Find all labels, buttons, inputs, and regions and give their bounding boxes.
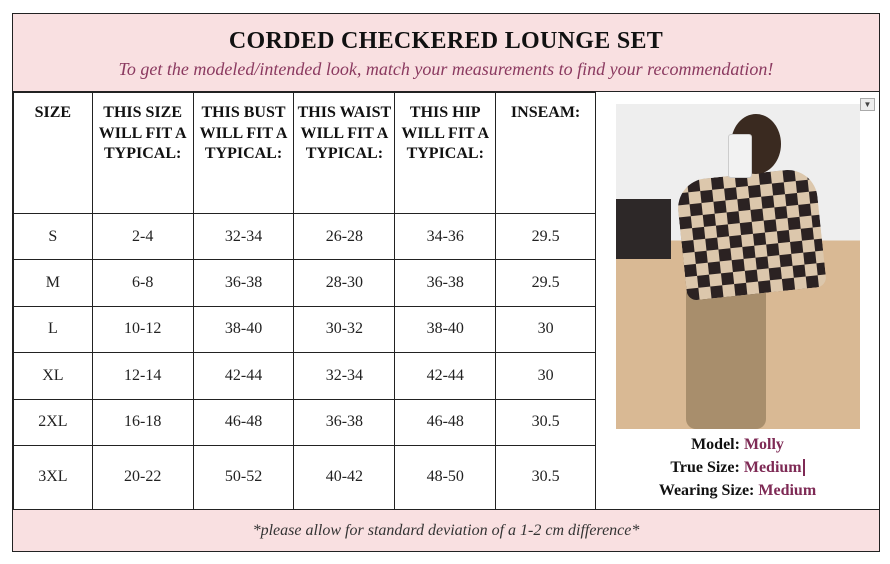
table-cell: 32-34	[192, 212, 295, 261]
table-cell: 29.5	[495, 212, 596, 261]
table-header-row: SIZE THIS SIZE WILL FIT A TYPICAL: THIS BU…	[13, 92, 596, 214]
table-row: M 6-8 36-38 28-30 36-38 29.5	[13, 259, 596, 307]
table-cell: 2XL	[13, 398, 93, 446]
table-row: L 10-12 38-40 30-32 38-40 30	[13, 305, 596, 354]
table-cell: 20-22	[91, 444, 194, 510]
table-cell: XL	[13, 352, 93, 400]
size-table: SIZE THIS SIZE WILL FIT A TYPICAL: THIS BU…	[13, 92, 596, 510]
table-cell: 38-40	[192, 305, 295, 354]
table-row: XL 12-14 42-44 32-34 42-44 30	[13, 352, 596, 400]
triangle-down-icon[interactable]: ▼	[860, 98, 875, 111]
table-cell: L	[13, 305, 93, 354]
table-cell: 34-36	[394, 212, 497, 261]
column-header: THIS WAIST WILL FIT A TYPICAL:	[293, 92, 396, 214]
model-name-line: Model: Molly	[596, 433, 879, 456]
footer-note: *please allow for standard deviation of …	[13, 509, 879, 551]
model-caption: Model: Molly True Size: Medium Wearing S…	[596, 433, 879, 502]
wearing-size-line: Wearing Size: Medium	[596, 479, 879, 502]
model-name: Molly	[743, 436, 784, 453]
table-cell: 16-18	[91, 398, 194, 446]
table-cell: 46-48	[394, 398, 497, 446]
table-cell: 36-38	[192, 259, 295, 307]
table-cell: 30.5	[495, 444, 596, 510]
table-cell: 12-14	[91, 352, 194, 400]
table-cell: M	[13, 259, 93, 307]
column-header: THIS BUST WILL FIT A TYPICAL:	[192, 92, 295, 214]
table-cell: 30	[495, 352, 596, 400]
size-chart: CORDED CHECKERED LOUNGE SET To get the m…	[12, 13, 880, 552]
model-label: Model:	[691, 436, 740, 453]
chart-title: CORDED CHECKERED LOUNGE SET	[228, 28, 664, 54]
column-header: INSEAM:	[495, 92, 596, 214]
table-row: S 2-4 32-34 26-28 34-36 29.5	[13, 212, 596, 261]
table-cell: 42-44	[192, 352, 295, 400]
table-cell: 46-48	[192, 398, 295, 446]
table-cell: 32-34	[293, 352, 396, 400]
table-cell: 28-30	[293, 259, 396, 307]
table-cell: 30.5	[495, 398, 596, 446]
wearing-size-value: Medium	[758, 482, 817, 499]
model-panel: ▼ Model: Molly True Size: Medium Wearing…	[596, 92, 879, 509]
table-cell: 6-8	[91, 259, 194, 307]
true-size-label: True Size:	[670, 459, 740, 476]
true-size-value: Medium	[743, 459, 802, 476]
table-row: 3XL 20-22 50-52 40-42 48-50 30.5	[13, 444, 596, 510]
table-cell: 10-12	[91, 305, 194, 354]
table-cell: 26-28	[293, 212, 396, 261]
true-size-line: True Size: Medium	[596, 456, 879, 479]
wearing-size-label: Wearing Size:	[658, 482, 755, 499]
table-cell: 36-38	[293, 398, 396, 446]
model-photo	[616, 104, 860, 429]
table-cell: 3XL	[13, 444, 93, 510]
table-cell: 29.5	[495, 259, 596, 307]
table-cell: 36-38	[394, 259, 497, 307]
column-header: THIS SIZE WILL FIT A TYPICAL:	[91, 92, 194, 214]
table-cell: 50-52	[192, 444, 295, 510]
table-cell: 38-40	[394, 305, 497, 354]
column-header: THIS HIP WILL FIT A TYPICAL:	[394, 92, 497, 214]
table-cell: 30-32	[293, 305, 396, 354]
table-cell: 30	[495, 305, 596, 354]
table-cell: 40-42	[293, 444, 396, 510]
table-row: 2XL 16-18 46-48 36-38 46-48 30.5	[13, 398, 596, 446]
column-header: SIZE	[13, 92, 93, 214]
table-cell: 48-50	[394, 444, 497, 510]
table-cell: 2-4	[91, 212, 194, 261]
chart-subtitle: To get the modeled/intended look, match …	[118, 59, 774, 79]
table-cell: S	[13, 212, 93, 261]
chart-header: CORDED CHECKERED LOUNGE SET To get the m…	[13, 14, 879, 92]
table-cell: 42-44	[394, 352, 497, 400]
